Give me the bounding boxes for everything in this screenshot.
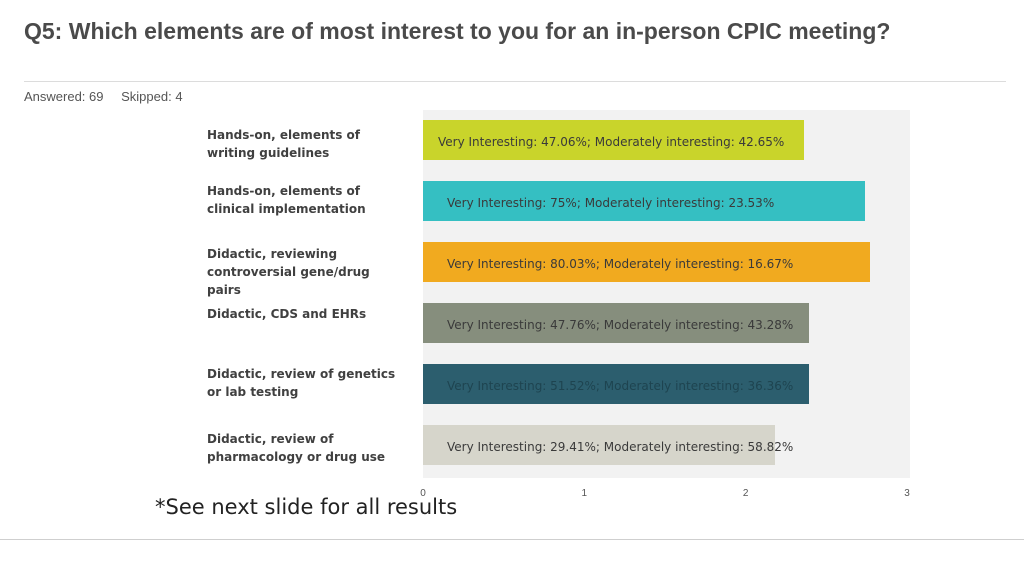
bar xyxy=(423,181,866,221)
x-tick-label: 1 xyxy=(581,488,588,499)
category-label: Hands-on, elements of clinical implement… xyxy=(207,184,366,216)
category-label: Didactic, reviewing controversial gene/d… xyxy=(207,247,370,297)
bar xyxy=(423,303,809,343)
category-label: Hands-on, elements of writing guidelines xyxy=(207,128,361,160)
skipped-count: Skipped: 4 xyxy=(121,89,183,104)
plot-area xyxy=(423,110,910,478)
bar xyxy=(423,425,775,465)
x-tick-label: 2 xyxy=(742,488,749,499)
bar-data-label: Very Interesting: 51.52%; Moderately int… xyxy=(447,379,794,393)
category-label: Didactic, review of pharmacology or drug… xyxy=(207,432,386,464)
category-label: Didactic, review of genetics or lab test… xyxy=(207,367,396,399)
bar-data-label: Very Interesting: 80.03%; Moderately int… xyxy=(447,257,794,271)
bar xyxy=(423,242,870,282)
x-tick-label: 0 xyxy=(420,488,426,499)
bar-data-label: Very Interesting: 47.06%; Moderately int… xyxy=(438,135,785,149)
bar-data-label: Very Interesting: 47.76%; Moderately int… xyxy=(447,318,794,332)
response-stats: Answered: 69 Skipped: 4 xyxy=(24,89,183,104)
footer-divider xyxy=(0,539,1024,540)
bar xyxy=(423,120,804,160)
bar-data-label: Very Interesting: 29.41%; Moderately int… xyxy=(447,440,794,454)
bar-data-label: Very Interesting: 75%; Moderately intere… xyxy=(447,196,775,210)
x-tick-label: 3 xyxy=(904,488,910,499)
answered-count: Answered: 69 xyxy=(24,89,104,104)
footnote: *See next slide for all results xyxy=(155,495,458,519)
question-title: Q5: Which elements are of most interest … xyxy=(24,18,891,44)
category-label: Didactic, CDS and EHRs xyxy=(207,307,367,321)
bar xyxy=(423,364,809,404)
title-divider xyxy=(24,81,1006,82)
